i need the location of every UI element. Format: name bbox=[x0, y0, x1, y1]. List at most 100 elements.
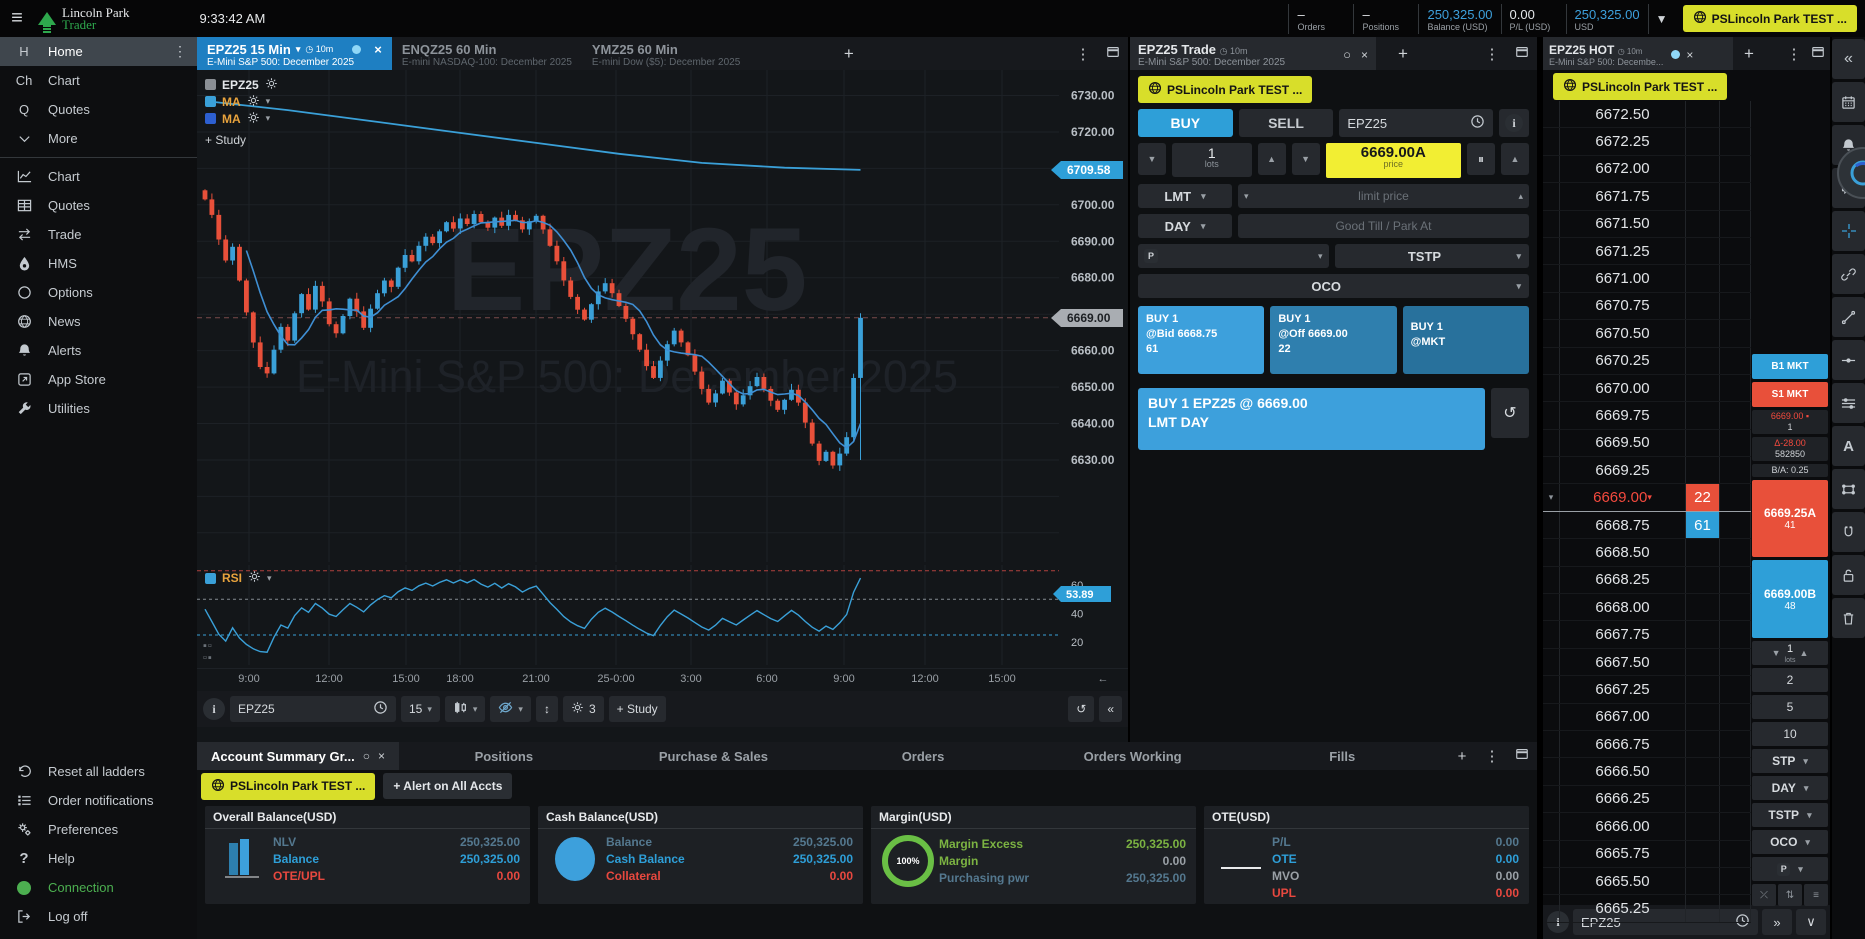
price-decrease-button[interactable]: ▼ bbox=[1291, 143, 1320, 175]
ladder-row-6667.00[interactable]: 6667.00 bbox=[1543, 703, 1751, 731]
ladder-extra-cell[interactable] bbox=[1720, 867, 1751, 895]
ladder-size-cell[interactable] bbox=[1686, 621, 1720, 648]
ladder-extra-cell[interactable] bbox=[1720, 429, 1751, 457]
ladder-row-6672.25[interactable]: 6672.25 bbox=[1543, 128, 1751, 156]
ladder-left-cell[interactable] bbox=[1543, 594, 1560, 621]
ladder-size-cell[interactable] bbox=[1686, 347, 1720, 374]
ladder-price-cell[interactable]: 6666.50 bbox=[1560, 758, 1686, 785]
tab-circle-icon[interactable]: ○ bbox=[1343, 47, 1351, 62]
order-type-select[interactable]: LMT ▾ bbox=[1138, 184, 1232, 208]
sell-market-button[interactable]: S1 MKT bbox=[1752, 382, 1828, 407]
ladder-row-6670.25[interactable]: 6670.25 bbox=[1543, 347, 1751, 375]
tif-select[interactable]: DAY ▾ bbox=[1752, 776, 1828, 800]
ladder-extra-cell[interactable] bbox=[1720, 594, 1751, 621]
ladder-extra-cell[interactable] bbox=[1720, 648, 1751, 676]
tab-purchase-sales[interactable]: Purchase & Sales bbox=[658, 748, 768, 764]
ladder-row-6669.75[interactable]: 6669.75 bbox=[1543, 402, 1751, 430]
ladder-price-cell[interactable]: 6665.25 bbox=[1560, 895, 1686, 922]
ladder-left-cell[interactable] bbox=[1543, 676, 1560, 703]
rsi-pane[interactable]: 60402053.89 RSI ▾ ▪▫▫▪ bbox=[197, 565, 1128, 668]
ladder-row-6665.75[interactable]: 6665.75 bbox=[1543, 840, 1751, 868]
qty-preset-2[interactable]: 2 bbox=[1752, 668, 1828, 692]
ladder-left-cell[interactable] bbox=[1543, 621, 1560, 648]
trash-tool-icon[interactable] bbox=[1832, 598, 1865, 638]
ladder-left-cell[interactable] bbox=[1543, 758, 1560, 785]
sidebar-item-log-off[interactable]: Log off bbox=[0, 902, 197, 931]
ladder-price-cell[interactable]: 6669.50 bbox=[1560, 429, 1686, 457]
ladder-price-cell[interactable]: 6671.50 bbox=[1560, 210, 1686, 237]
ladder-size-cell[interactable] bbox=[1686, 101, 1720, 128]
ladder-row-6671.50[interactable]: 6671.50 bbox=[1543, 210, 1751, 238]
ladder-size-cell[interactable] bbox=[1686, 648, 1720, 676]
ladder-size-cell[interactable] bbox=[1686, 374, 1720, 402]
ladder-size-cell[interactable] bbox=[1686, 183, 1720, 210]
ladder-size-cell[interactable] bbox=[1686, 840, 1720, 867]
ladder-extra-cell[interactable] bbox=[1720, 320, 1751, 347]
text-tool-icon[interactable]: A bbox=[1832, 426, 1865, 466]
ladder-row-6671.00[interactable]: 6671.00 bbox=[1543, 265, 1751, 293]
ladder-window-icon[interactable] bbox=[1806, 37, 1830, 70]
ladder-row-6665.25[interactable]: 6665.25 bbox=[1543, 895, 1751, 923]
ladder-row-6669.00[interactable]: ▾ 6669.00 ▾ 22 bbox=[1543, 484, 1751, 512]
gear-icon[interactable] bbox=[248, 569, 261, 587]
ladder-size-cell[interactable] bbox=[1686, 292, 1720, 320]
summary-account-badge[interactable]: PSLincoln Park TEST ... bbox=[201, 772, 376, 800]
collapse-tool-icon[interactable]: « bbox=[1832, 39, 1865, 79]
ladder-extra-cell[interactable] bbox=[1720, 566, 1751, 594]
chart-panel-menu-icon[interactable]: ⋮ bbox=[1075, 45, 1091, 63]
sidebar-item-reset-all-ladders[interactable]: Reset all ladders bbox=[0, 757, 197, 786]
chart-symbol-field[interactable]: EPZ25 bbox=[230, 696, 396, 722]
tab-close-icon[interactable]: × bbox=[378, 749, 386, 763]
add-bottom-tab-button[interactable]: + bbox=[1457, 747, 1467, 765]
ladder-row-6668.25[interactable]: 6668.25 bbox=[1543, 566, 1751, 595]
ladder-size-cell[interactable] bbox=[1686, 457, 1720, 484]
ladder-size-cell[interactable] bbox=[1686, 265, 1720, 292]
ladder-size-cell[interactable] bbox=[1686, 539, 1720, 566]
hamburger-menu-icon[interactable]: ≡ bbox=[11, 7, 23, 29]
ladder-extra-cell[interactable] bbox=[1720, 374, 1751, 402]
ladder-price-cell[interactable]: 6671.25 bbox=[1560, 237, 1686, 265]
ladder-extra-cell[interactable] bbox=[1720, 621, 1751, 648]
good-till-input[interactable] bbox=[1244, 218, 1523, 234]
chevron-down-icon[interactable]: ▾ bbox=[267, 572, 272, 583]
ladder-price-cell[interactable]: 6665.75 bbox=[1560, 840, 1686, 867]
ladder-row-6670.50[interactable]: 6670.50 bbox=[1543, 320, 1751, 348]
ladder-left-cell[interactable] bbox=[1543, 895, 1560, 922]
chart-collapse-button[interactable]: « bbox=[1099, 696, 1122, 722]
sidebar-item-trade[interactable]: Trade bbox=[0, 220, 197, 249]
item-menu-icon[interactable]: ⋮ bbox=[173, 43, 187, 59]
best-ask-cell[interactable]: 6669.25A 41 bbox=[1752, 480, 1828, 557]
undo-order-button[interactable]: ↺ bbox=[1491, 388, 1529, 438]
ladder-row-6672.50[interactable]: 6672.50 bbox=[1543, 101, 1751, 129]
price-field[interactable]: 6669.00A price bbox=[1325, 143, 1461, 178]
ladder-left-cell[interactable] bbox=[1543, 539, 1560, 566]
sidebar-item-connection[interactable]: Connection bbox=[0, 873, 197, 902]
ladder-row-6668.75[interactable]: 6668.75 61 bbox=[1543, 511, 1751, 540]
ladder-row-6668.00[interactable]: 6668.00 bbox=[1543, 594, 1751, 622]
scroll-left-arrow-icon[interactable]: ← bbox=[1097, 673, 1109, 685]
ladder-left-cell[interactable] bbox=[1543, 813, 1560, 840]
ladder-left-cell[interactable] bbox=[1543, 210, 1560, 237]
sidebar-item-alerts[interactable]: Alerts bbox=[0, 336, 197, 365]
ladder-row-6669.25[interactable]: 6669.25 bbox=[1543, 457, 1751, 485]
info-icon[interactable]: i bbox=[203, 698, 225, 720]
ladder-left-cell[interactable] bbox=[1543, 566, 1560, 594]
chart-type-select[interactable]: ▾ bbox=[444, 696, 486, 722]
ladder-left-cell[interactable] bbox=[1543, 347, 1560, 374]
best-bid-cell[interactable]: 6669.00B 48 bbox=[1752, 560, 1828, 638]
ladder-row-6665.50[interactable]: 6665.50 bbox=[1543, 867, 1751, 896]
ladder-row-6667.25[interactable]: 6667.25 bbox=[1543, 676, 1751, 704]
ladder-size-cell[interactable] bbox=[1686, 237, 1720, 265]
ladder-size-cell[interactable]: 61 bbox=[1686, 511, 1720, 539]
limit-price-input[interactable] bbox=[1252, 188, 1515, 204]
ladder-left-cell[interactable] bbox=[1543, 402, 1560, 429]
ladder-price-cell[interactable]: 6667.50 bbox=[1560, 648, 1686, 676]
oco-select[interactable]: OCO ▾ bbox=[1138, 274, 1529, 298]
tab-close-icon[interactable]: × bbox=[1686, 47, 1694, 62]
tab-circle-icon[interactable]: ○ bbox=[362, 749, 371, 763]
ladder-price-cell[interactable]: 6667.00 bbox=[1560, 703, 1686, 730]
bottom-panel-menu-icon[interactable]: ⋮ bbox=[1484, 748, 1500, 765]
park-select[interactable]: P ▾ bbox=[1752, 857, 1828, 881]
sidebar-item-quotes[interactable]: Quotes bbox=[0, 191, 197, 220]
buy-at-offer-button[interactable]: BUY 1 @Off 6669.00 22 bbox=[1270, 306, 1397, 374]
